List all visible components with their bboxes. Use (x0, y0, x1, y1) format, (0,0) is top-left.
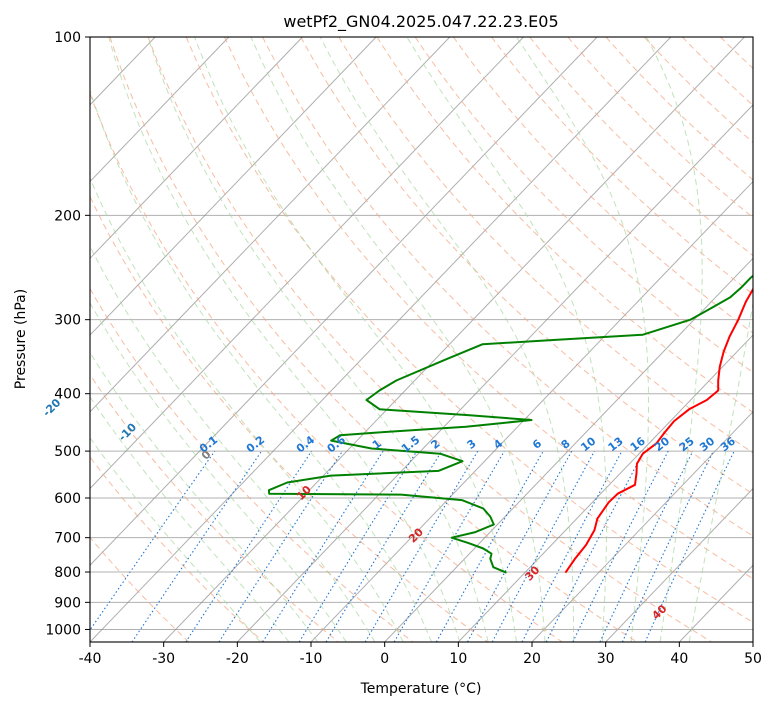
x-tick-label: 30 (597, 651, 615, 667)
moist-adiabat-line (406, 37, 608, 642)
isotherm-line (90, 37, 377, 336)
chart-title: wetPf2_GN04.2025.047.22.23.E05 (283, 12, 558, 32)
moist-adiabat-line (90, 302, 347, 642)
moist-adiabat-line (108, 37, 461, 642)
x-tick-label: 10 (449, 651, 467, 667)
mixing-ratio-line (435, 450, 544, 642)
x-tick-label: 50 (744, 651, 762, 667)
mixing-ratio-line (218, 450, 343, 642)
x-tick-label: 40 (670, 651, 688, 667)
mixing-ratio-line (545, 450, 645, 642)
isotherm-line (90, 37, 598, 566)
mixing-ratio-line (262, 450, 384, 642)
plot-background (90, 37, 753, 642)
mixing-ratio-line (325, 450, 443, 642)
background-lines (90, 37, 753, 642)
moist-adiabat-line (250, 37, 546, 642)
y-tick-label: 400 (54, 387, 81, 403)
moist-adiabat-line (516, 37, 649, 642)
dry-adiabat-line (376, 37, 753, 413)
moist-adiabat-line (194, 37, 517, 642)
y-tick-label: 100 (54, 30, 81, 46)
isotherm-line (605, 487, 753, 642)
isotherm-line (90, 37, 451, 413)
dry-adiabat-line (262, 37, 753, 537)
x-tick-label: -30 (152, 651, 175, 667)
dry-adiabat-line (90, 287, 414, 642)
y-tick-label: 800 (54, 565, 81, 581)
isotherm-line (457, 334, 753, 642)
temperature-profile-line (564, 287, 753, 574)
mixing-ratio-line (491, 450, 595, 642)
moist-adiabat-line (90, 245, 376, 642)
y-tick-label: 300 (54, 313, 81, 329)
moist-adiabat-line (90, 351, 319, 642)
moist-adiabat-line (90, 88, 432, 642)
mixing-ratio-line (572, 450, 669, 642)
plot-frame (89, 36, 754, 643)
isotherm-line (531, 411, 753, 642)
isotherm-line (90, 37, 303, 260)
x-tick-label: -20 (226, 651, 249, 667)
dry-adiabat-line (605, 37, 753, 181)
moist-adiabat-line (646, 37, 703, 642)
moist-adiabat-line (90, 396, 290, 642)
mixing-ratio-line (131, 450, 263, 642)
y-tick-label: 500 (54, 444, 81, 460)
x-tick-label: -40 (79, 651, 102, 667)
dry-adiabat-line (90, 373, 339, 642)
dry-adiabat-line (338, 37, 753, 454)
dry-adiabat-line (90, 91, 563, 642)
isotherm-line (90, 37, 672, 642)
y-tick-label: 900 (54, 595, 81, 611)
moist-adiabat-line (319, 37, 575, 642)
moist-adiabat-line (147, 37, 489, 642)
dry-adiabat-line (491, 37, 753, 295)
y-axis-label: Pressure (hPa) (13, 289, 29, 389)
x-tick-label: 20 (523, 651, 541, 667)
series-layer (267, 274, 753, 574)
isotherm-line (163, 37, 745, 642)
moist-adiabat-line (688, 299, 753, 642)
dry-adiabat-line (147, 37, 712, 642)
x-axis-label: Temperature (°C) (360, 681, 482, 697)
dry-adiabat-line (529, 37, 753, 257)
y-tick-label: 1000 (45, 622, 81, 638)
dry-adiabat-line (414, 37, 753, 374)
moist-adiabat-line (90, 437, 261, 642)
isotherm-line (384, 257, 753, 642)
dry-adiabat-line (185, 37, 753, 623)
mixing-ratio-line (90, 450, 216, 632)
mixing-ratio-line (467, 450, 573, 642)
x-tick-label: -10 (300, 651, 323, 667)
axes: -40 -30 -20 -10 0 10 20 30 40 50 1000 900 800 700 600 5… (45, 30, 762, 667)
y-tick-label: 700 (54, 531, 81, 547)
dry-adiabat-line (90, 195, 488, 642)
x-tick-label: 0 (380, 651, 389, 667)
dewpoint-profile-line (267, 274, 753, 574)
y-tick-label: 600 (54, 491, 81, 507)
isotherm-line (90, 37, 524, 490)
isotherm-line (236, 104, 753, 642)
dry-adiabat-line (224, 37, 753, 580)
dry-adiabat-line (109, 37, 638, 642)
isotherm-line (90, 37, 230, 183)
dry-adiabat-line (643, 37, 753, 144)
y-tick-label: 200 (54, 208, 81, 224)
